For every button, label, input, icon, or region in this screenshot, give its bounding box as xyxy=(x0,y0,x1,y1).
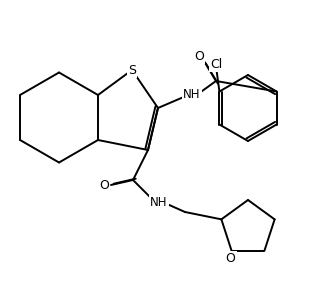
Text: O: O xyxy=(226,252,236,265)
Text: O: O xyxy=(194,49,204,62)
Text: NH: NH xyxy=(183,87,201,101)
Text: NH: NH xyxy=(150,197,168,210)
Text: O: O xyxy=(99,179,109,191)
Text: Cl: Cl xyxy=(210,58,222,71)
Text: S: S xyxy=(128,64,136,76)
